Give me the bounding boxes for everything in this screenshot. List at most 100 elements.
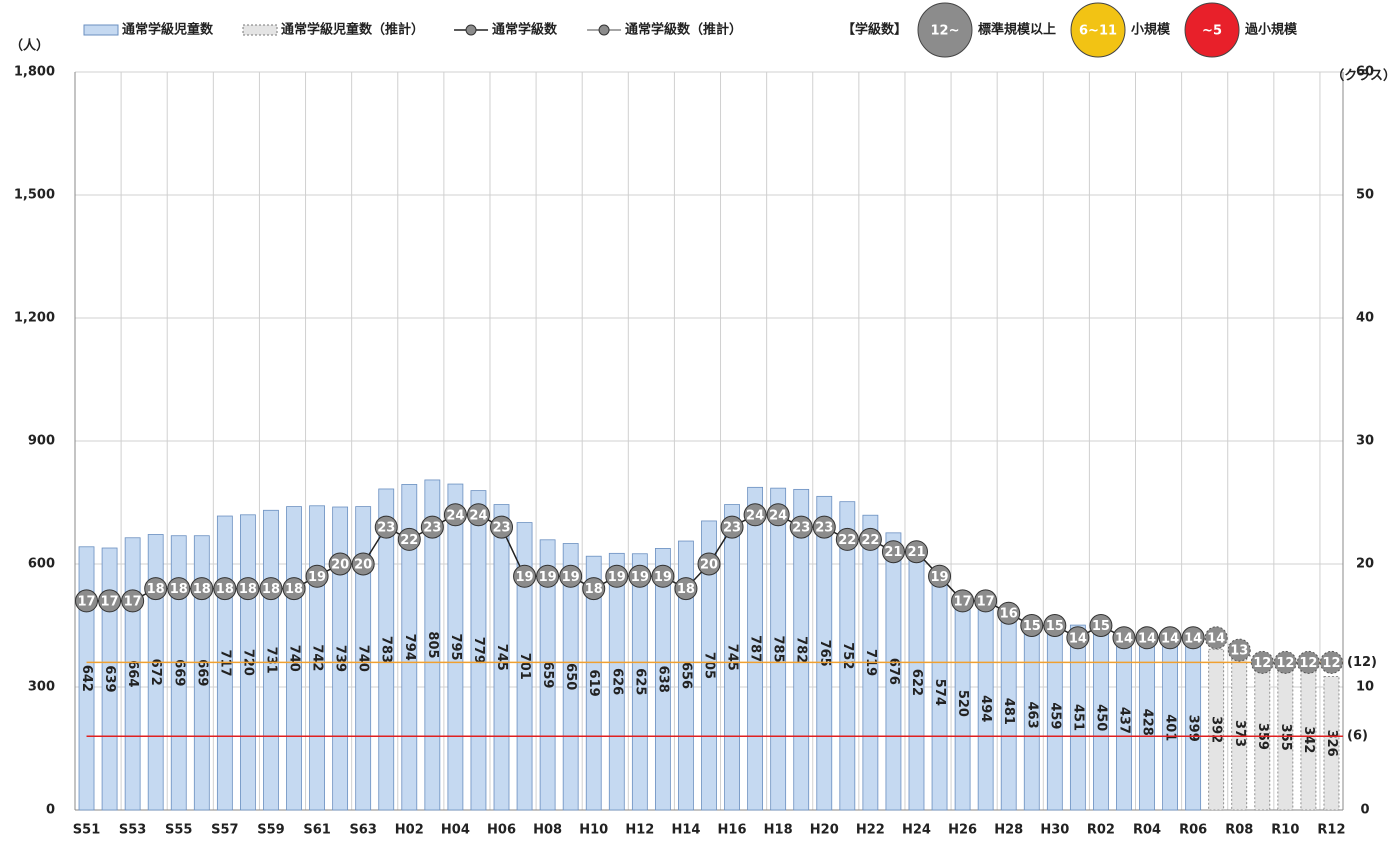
legend-label: 通常学級児童数（推計） [281, 22, 424, 38]
class-marker [490, 515, 514, 539]
x-tick-label: R10 [1271, 823, 1299, 838]
class-marker [1135, 626, 1159, 650]
legend-label: 通常学級児童数 [122, 22, 214, 38]
bar [493, 504, 510, 811]
class-label: 18 [585, 582, 603, 597]
bar-value-label: 779 [471, 637, 486, 664]
bar-value-label: 399 [1186, 715, 1201, 742]
class-label: 23 [815, 521, 833, 536]
legend-label: 過小規模 [1244, 22, 1298, 38]
bar-value-label: 669 [171, 659, 186, 686]
legend-swatch [242, 24, 278, 36]
class-marker [1296, 650, 1320, 674]
bar [608, 552, 625, 811]
class-label: 17 [977, 594, 995, 609]
bar [539, 539, 556, 811]
bar-value-label: 638 [655, 666, 670, 693]
class-label: 18 [239, 582, 257, 597]
class-marker [881, 540, 905, 564]
class-label: 14 [1184, 631, 1202, 646]
bar-value-label: 785 [771, 636, 786, 663]
bar-value-label: 494 [978, 695, 993, 722]
bar [1323, 675, 1340, 811]
bar-value-label: 745 [725, 644, 740, 671]
bar-value-label: 481 [1001, 698, 1016, 725]
y-tick-label: 1,500 [14, 188, 55, 203]
y2-tick-label: 40 [1356, 311, 1374, 326]
bar [724, 504, 740, 811]
class-label: 24 [469, 508, 487, 523]
x-tick-label: S51 [73, 823, 100, 838]
class-label: 24 [746, 508, 764, 523]
bar-value-label: 805 [425, 631, 440, 658]
x-tick-label: S63 [349, 823, 376, 838]
class-label: 20 [354, 558, 372, 573]
bar [816, 495, 833, 811]
x-tick-label: H20 [810, 823, 839, 838]
y-tick-label: 600 [28, 557, 55, 572]
bar [424, 479, 441, 811]
class-label: 22 [838, 533, 856, 548]
bar-value-label: 437 [1116, 707, 1131, 734]
y-tick-label: 300 [28, 680, 55, 695]
class-label: 21 [884, 545, 902, 560]
x-tick-label: H08 [533, 823, 562, 838]
class-marker [789, 515, 813, 539]
x-tick-label: S59 [257, 823, 284, 838]
bar [701, 520, 717, 811]
class-label: 14 [1161, 631, 1179, 646]
class-label: 18 [216, 582, 234, 597]
class-label: 23 [792, 521, 810, 536]
class-marker [1273, 650, 1297, 674]
class-marker [1020, 614, 1044, 637]
x-tick-label: H12 [625, 823, 654, 838]
class-marker [1112, 626, 1136, 650]
class-label: 17 [77, 594, 95, 609]
class-label: 20 [331, 558, 349, 573]
x-tick-label: S53 [119, 823, 146, 838]
y2-tick-label: 50 [1356, 188, 1374, 203]
bar-value-label: 739 [333, 645, 348, 672]
bar-value-label: 794 [402, 634, 417, 661]
y-axis-label: （人） [10, 38, 49, 54]
class-marker [167, 577, 191, 601]
class-label: 23 [423, 521, 441, 536]
x-tick-label: S61 [303, 823, 330, 838]
bar-value-label: 355 [1278, 724, 1293, 751]
y-tick-label: 900 [28, 434, 55, 449]
legend-swatch [465, 24, 477, 36]
bar [747, 486, 764, 811]
x-tick-label: R04 [1133, 823, 1161, 838]
class-marker [651, 564, 675, 588]
legend-swatch [83, 24, 119, 36]
x-tick-label: H18 [764, 823, 793, 838]
class-label: 19 [608, 570, 626, 585]
class-label: 15 [1023, 619, 1041, 634]
y2-tick-label: 30 [1356, 434, 1374, 449]
class-marker [236, 577, 260, 601]
bar-value-label: 463 [1024, 702, 1039, 729]
class-label: 14 [1207, 631, 1225, 646]
class-marker [1181, 626, 1205, 650]
class-marker [766, 503, 790, 527]
class-label: 14 [1115, 631, 1133, 646]
y2-axis-label: （クラス） [1331, 68, 1396, 84]
bar [470, 490, 487, 811]
class-label: 18 [285, 582, 303, 597]
class-marker [1089, 614, 1113, 637]
bar-value-label: 731 [263, 647, 278, 674]
bar [170, 535, 187, 811]
bar [678, 540, 694, 811]
class-marker [305, 564, 329, 588]
bar-value-label: 342 [1301, 726, 1316, 753]
legend-circle [917, 2, 973, 58]
class-marker [397, 527, 421, 551]
class-label: 17 [954, 594, 972, 609]
bar-value-label: 676 [886, 658, 901, 685]
legend-label: 標準規模以上 [978, 22, 1056, 38]
class-label: 14 [1138, 631, 1156, 646]
bar [516, 522, 533, 811]
class-marker [720, 515, 744, 539]
class-marker [835, 527, 859, 551]
bar-value-label: 787 [748, 635, 763, 662]
